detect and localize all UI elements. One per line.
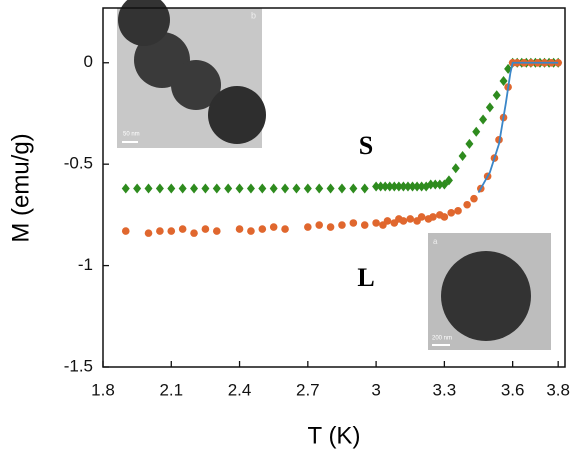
y-axis-label: M (emu/g) — [7, 133, 34, 242]
point — [361, 221, 369, 229]
point — [270, 223, 278, 231]
point — [236, 225, 244, 233]
point — [470, 195, 478, 203]
point — [236, 184, 244, 194]
point — [270, 184, 278, 194]
point — [145, 184, 153, 194]
point — [213, 227, 221, 235]
point — [418, 213, 426, 221]
point — [372, 219, 380, 227]
point — [465, 139, 473, 149]
point — [361, 184, 369, 194]
point — [350, 219, 358, 227]
y-tick-label: -1 — [78, 255, 93, 274]
point — [454, 207, 462, 215]
point — [429, 213, 437, 221]
point — [304, 184, 312, 194]
point — [400, 217, 408, 225]
point — [338, 184, 346, 194]
point — [156, 227, 164, 235]
point — [472, 127, 480, 137]
point — [133, 184, 141, 194]
point — [338, 221, 346, 229]
point — [452, 163, 460, 173]
point — [202, 225, 210, 233]
y-tick-label: 0 — [84, 52, 93, 71]
annotation: L — [357, 263, 374, 292]
inset-b: b 50 nm — [117, 0, 266, 148]
point — [259, 225, 267, 233]
point — [447, 209, 455, 217]
point — [190, 229, 198, 237]
x-tick-label: 1.8 — [91, 380, 115, 399]
x-tick-label: 2.4 — [228, 380, 252, 399]
point — [327, 223, 335, 231]
point — [304, 223, 312, 231]
x-tick-label: 3.8 — [546, 380, 570, 399]
point — [156, 184, 164, 194]
point — [384, 217, 392, 225]
inset-label: 200 nm — [432, 336, 452, 342]
point — [122, 227, 130, 235]
point — [459, 151, 467, 161]
point — [258, 184, 266, 194]
x-axis-label: T (K) — [308, 422, 361, 449]
point — [441, 213, 449, 221]
point — [224, 184, 232, 194]
point — [167, 227, 175, 235]
point — [247, 184, 255, 194]
point — [327, 184, 335, 194]
point — [213, 184, 221, 194]
point — [179, 225, 187, 233]
inset-label: 50 nm — [123, 132, 140, 138]
y-tick-label: -0.5 — [64, 154, 93, 173]
x-tick-label: 3 — [371, 380, 380, 399]
point — [190, 184, 198, 194]
point — [486, 102, 494, 112]
point — [247, 227, 255, 235]
x-tick-label: 3.3 — [433, 380, 457, 399]
point — [145, 229, 153, 237]
point — [463, 201, 471, 209]
point — [493, 90, 501, 100]
inset-a: a 200 nm — [428, 233, 551, 350]
inset-label: b — [251, 10, 256, 20]
point — [201, 184, 209, 194]
annotation: S — [359, 131, 373, 160]
point — [167, 184, 175, 194]
x-tick-label: 2.7 — [296, 380, 320, 399]
point — [315, 221, 323, 229]
inset-label: a — [433, 237, 438, 246]
chart: T (K) M (emu/g) S L b 50 nm a 200 nm 1.8… — [0, 0, 583, 454]
curve — [479, 63, 559, 193]
point — [281, 225, 289, 233]
y-tick-label: -1.5 — [64, 356, 93, 375]
point — [179, 184, 187, 194]
x-tick-label: 2.1 — [159, 380, 183, 399]
x-tick-label: 3.6 — [501, 380, 525, 399]
point — [281, 184, 289, 194]
point — [292, 184, 300, 194]
point — [122, 184, 130, 194]
point — [406, 215, 414, 223]
point — [479, 115, 487, 125]
point — [349, 184, 357, 194]
point — [315, 184, 323, 194]
